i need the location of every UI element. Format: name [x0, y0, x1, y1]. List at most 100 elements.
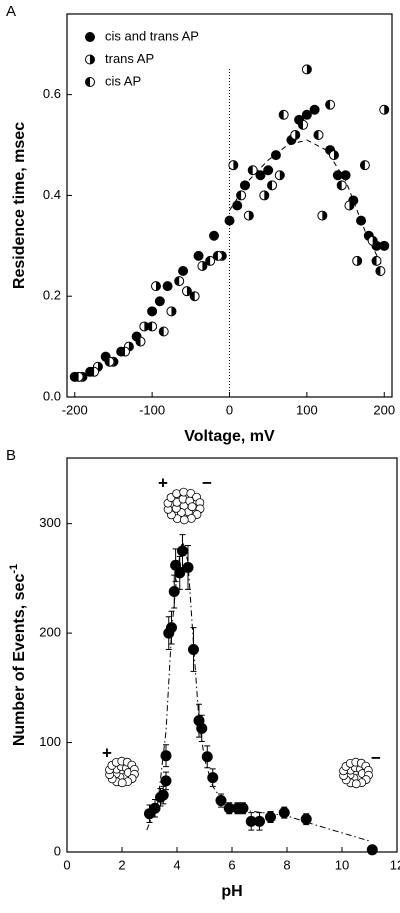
marker-fill — [254, 815, 265, 827]
data-point — [309, 104, 320, 115]
data-point — [255, 170, 266, 181]
annotation: − — [202, 473, 212, 492]
marker-fill — [166, 622, 177, 634]
marker-half — [248, 165, 253, 175]
marker-half — [128, 342, 134, 352]
molecule-bead — [179, 487, 189, 497]
marker-half — [279, 110, 284, 120]
data-point — [162, 281, 173, 292]
data-point — [325, 99, 336, 110]
data-point — [265, 811, 276, 823]
data-point — [301, 64, 312, 75]
data-point — [317, 210, 328, 221]
marker-half — [337, 180, 342, 190]
marker-fill — [278, 807, 290, 819]
marker-half — [295, 130, 300, 140]
x-tick-label: -200 — [62, 402, 88, 417]
marker-fill — [224, 215, 235, 226]
marker-half — [279, 170, 285, 180]
x-tick-label: 6 — [228, 857, 235, 872]
molecule-bead — [179, 515, 189, 525]
legend-label: trans AP — [105, 51, 154, 66]
marker-half — [97, 362, 103, 372]
marker-fill — [149, 802, 161, 814]
legend-label: cis AP — [105, 73, 141, 88]
fit-curve — [146, 539, 370, 842]
y-axis-label: Residence time, msec — [11, 122, 28, 289]
data-point — [232, 200, 243, 211]
marker-half — [213, 251, 218, 261]
marker-fill — [147, 306, 158, 317]
marker-half — [248, 211, 254, 221]
data-point — [267, 180, 278, 191]
marker-fill — [356, 215, 367, 226]
x-tick-label: 0 — [63, 857, 70, 872]
annotation: − — [371, 748, 381, 767]
marker-half — [372, 236, 378, 246]
marker-fill — [177, 545, 188, 557]
legend-marker — [85, 32, 95, 42]
data-point — [259, 190, 270, 201]
data-point — [313, 129, 324, 140]
marker-half — [233, 160, 238, 170]
marker-fill — [182, 561, 194, 573]
molecule-bead — [187, 502, 197, 512]
marker-fill — [193, 250, 204, 261]
marker-fill — [207, 772, 219, 784]
x-axis-label: Voltage, mV — [184, 428, 275, 445]
data-point — [274, 170, 285, 181]
data-point — [379, 104, 390, 115]
marker-half — [357, 256, 362, 266]
data-point — [371, 255, 382, 266]
data-point — [344, 200, 355, 211]
data-point — [247, 165, 258, 176]
data-point — [160, 750, 172, 762]
marker-fill — [209, 230, 220, 241]
marker-fill — [196, 722, 208, 734]
x-tick-label: 4 — [173, 857, 180, 872]
marker-fill — [379, 240, 390, 251]
marker-fill — [154, 296, 165, 307]
marker-fill — [309, 104, 320, 115]
marker-fill — [157, 789, 169, 801]
data-point — [104, 356, 115, 367]
marker-fill — [160, 775, 172, 787]
data-point — [177, 545, 188, 557]
data-point — [201, 751, 213, 763]
marker-half — [147, 321, 153, 331]
legend-marker — [85, 77, 95, 87]
marker-fill — [188, 644, 199, 656]
data-point — [278, 109, 289, 120]
marker-fill — [255, 170, 266, 181]
marker-half — [349, 201, 354, 210]
marker-fill — [340, 170, 351, 181]
annotation: + — [102, 743, 112, 762]
x-tick-label: 8 — [283, 857, 290, 872]
data-point — [193, 250, 204, 261]
data-point — [300, 813, 312, 825]
marker-half — [105, 357, 110, 367]
data-point — [254, 815, 265, 827]
data-point — [166, 306, 177, 317]
y-axis-label-text: Residence time, msec — [11, 122, 28, 289]
marker-fill — [300, 813, 312, 825]
data-point — [182, 561, 194, 573]
data-point — [189, 291, 200, 302]
marker-half — [159, 326, 164, 336]
marker-half — [375, 266, 381, 276]
marker-half — [205, 256, 211, 266]
data-point — [237, 802, 249, 814]
marker-fill — [265, 811, 276, 823]
marker-half — [264, 190, 269, 200]
marker-half — [333, 150, 339, 160]
y-tick-label: 0.6 — [43, 86, 61, 101]
data-point — [379, 240, 390, 251]
molecule-bead — [172, 489, 182, 498]
marker-fill — [301, 109, 312, 120]
marker-half — [89, 367, 95, 377]
marker-fill — [237, 802, 249, 814]
data-point — [270, 150, 281, 161]
marker-half — [155, 281, 161, 291]
marker-half — [384, 105, 389, 115]
data-point — [328, 150, 339, 161]
